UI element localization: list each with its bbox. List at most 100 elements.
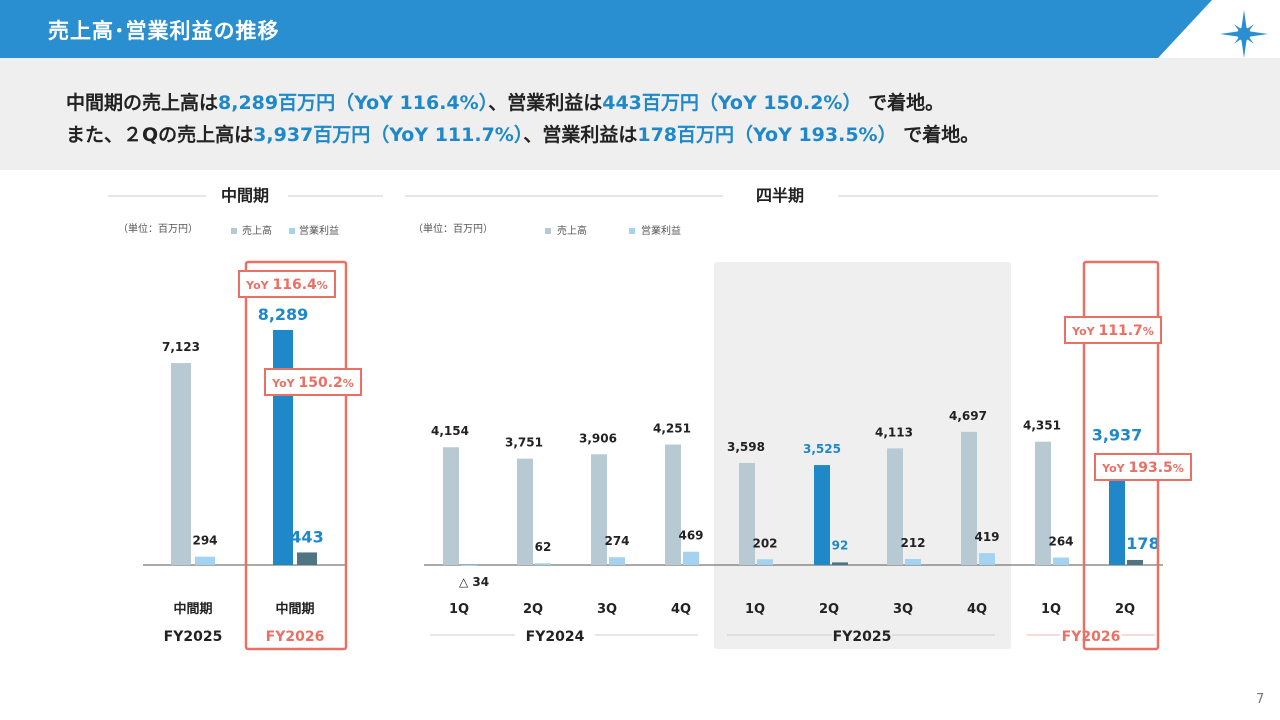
period-label: FY2026 (266, 629, 325, 645)
yoy-badge-2q-profit: YoY 193.5% (1101, 460, 1184, 476)
period-label: FY2024 (526, 629, 585, 645)
bar-profit (683, 551, 699, 565)
bar-profit (832, 562, 848, 565)
chart-title-quarterly: 四半期 (756, 186, 804, 205)
data-label-sales: 3,525 (803, 442, 841, 456)
x-tick-label: 3Q (597, 602, 617, 617)
data-label-sales: 4,113 (875, 425, 913, 439)
legend-label: 売上高 (557, 224, 587, 237)
x-tick-label: 2Q (819, 602, 839, 617)
bar-sales (665, 444, 681, 565)
legend-swatch-profit (629, 228, 635, 234)
unit-label: （単位：百万円） (118, 222, 198, 235)
legend-label: 営業利益 (299, 224, 339, 237)
period-label: FY2025 (164, 629, 223, 645)
yoy-badge-interim-profit: YoY 150.2% (271, 375, 354, 391)
summary-line-2: また、２Qの売上高は3,937百万円（YoY 111.7%）、営業利益は178百… (66, 120, 979, 147)
bar-profit (1127, 559, 1143, 565)
summary-value: 8,289百万円（YoY 116.4%） (218, 92, 489, 114)
data-label-profit: 274 (604, 534, 629, 548)
data-label-sales: 3,906 (579, 431, 617, 445)
yoy-badge-interim-sales-box (238, 270, 336, 298)
legend-swatch-sales (231, 228, 237, 234)
data-label-profit: 264 (1048, 535, 1073, 549)
bar-profit (535, 563, 551, 565)
legend-swatch-profit (289, 228, 295, 234)
bar-profit (609, 557, 625, 565)
period-label: FY2026 (1062, 629, 1121, 645)
summary-text: で着地。 (896, 124, 980, 146)
data-label-sales: 4,697 (949, 409, 987, 423)
data-label-sales: 4,251 (653, 421, 691, 435)
data-label-sales: 3,598 (727, 440, 765, 454)
data-label-profit: 178 (1126, 534, 1159, 553)
data-label-profit: 443 (290, 527, 323, 546)
data-label-sales: 8,289 (258, 305, 309, 324)
data-label-profit: 202 (752, 536, 777, 550)
data-label-profit: 469 (678, 529, 703, 543)
yoy-badge-2q-profit-box (1094, 453, 1192, 481)
x-tick-label: 2Q (1115, 602, 1135, 617)
yoy-badge-interim-sales: YoY 116.4% (245, 277, 328, 293)
page-title: 売上高･営業利益の推移 (48, 19, 280, 43)
bar-profit (979, 553, 995, 565)
data-label-sales: 4,351 (1023, 419, 1061, 433)
legend-label: 売上高 (242, 224, 272, 237)
summary-panel: 中間期の売上高は8,289百万円（YoY 116.4%） 、営業利益は 443百万円… (0, 58, 1280, 170)
summary-text: で着地。 (861, 92, 945, 114)
bar-profit (195, 556, 215, 565)
bar-sales (961, 431, 977, 565)
x-tick-label: 4Q (967, 602, 987, 617)
bar-sales (1109, 453, 1125, 565)
bar-sales (814, 465, 830, 565)
header-background (0, 0, 1212, 58)
x-tick-label: 中間期 (275, 601, 314, 617)
summary-value: 443百万円（YoY 150.2%） (602, 92, 862, 114)
x-tick-label: 中間期 (173, 601, 212, 617)
summary-value: 178百万円（YoY 193.5%） (637, 124, 897, 146)
data-label-profit: 62 (535, 540, 552, 554)
x-tick-label: 1Q (449, 602, 469, 617)
summary-text: また、２Qの売上高は (66, 124, 254, 146)
legend-swatch-sales (545, 228, 551, 234)
data-label-profit: 212 (900, 536, 925, 550)
fy2025-shade (714, 262, 1011, 649)
highlight-frame-interim (244, 260, 348, 651)
page-number: 7 (1256, 692, 1265, 707)
bar-sales (887, 448, 903, 565)
data-label-profit: △ 34 (459, 575, 489, 589)
bar-sales (591, 454, 607, 565)
summary-line-1: 中間期の売上高は8,289百万円（YoY 116.4%）、営業利益は443百万円… (66, 88, 944, 115)
yoy-badge-interim-profit-box (264, 368, 362, 396)
bar-profit (905, 558, 921, 565)
data-label-sales: 3,751 (505, 436, 543, 450)
summary-text: 、営業利益は (523, 124, 638, 146)
yoy-badge-2q-sales: YoY 111.7% (1071, 323, 1154, 339)
yoy-badge-2q-sales-box (1064, 316, 1162, 344)
summary-text: 中間期の売上高は (66, 92, 219, 114)
bar-profit (1053, 557, 1069, 565)
x-tick-label: 1Q (1041, 602, 1061, 617)
bar-sales (443, 447, 459, 565)
data-label-sales: 7,123 (162, 340, 200, 354)
bar-sales (739, 462, 755, 565)
data-label-profit: 92 (832, 538, 849, 552)
x-tick-label: 1Q (745, 602, 765, 617)
bar-profit (297, 552, 317, 565)
x-tick-label: 2Q (523, 602, 543, 617)
data-label-sales: 4,154 (431, 424, 469, 438)
bar-sales (171, 363, 191, 565)
x-tick-label: 4Q (671, 602, 691, 617)
data-label-profit: 294 (192, 534, 217, 548)
data-label-profit: 419 (974, 530, 999, 544)
unit-label: （単位：百万円） (413, 222, 493, 235)
period-label: FY2025 (833, 629, 892, 645)
x-tick-label: 3Q (893, 602, 913, 617)
bar-profit (461, 565, 477, 566)
bar-profit (757, 559, 773, 565)
data-label-sales: 3,937 (1092, 425, 1143, 444)
compass-star-icon (1220, 10, 1268, 58)
bar-sales (1035, 441, 1051, 565)
chart-title-interim: 中間期 (221, 186, 269, 205)
